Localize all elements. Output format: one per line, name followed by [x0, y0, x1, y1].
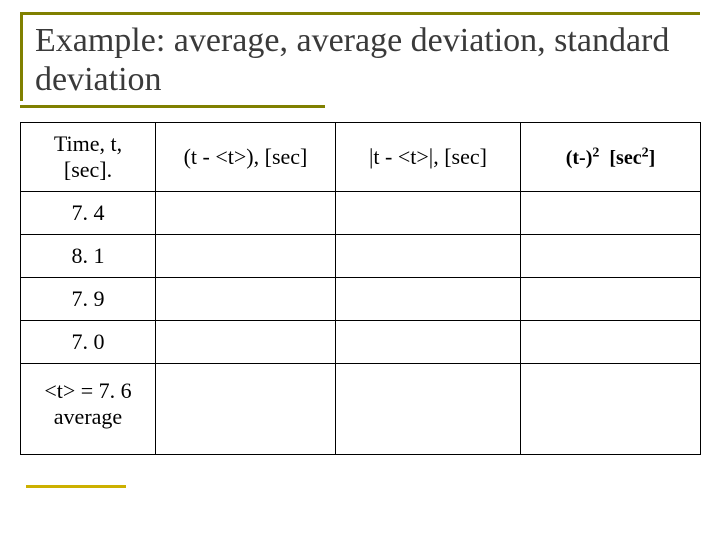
cell-empty	[336, 364, 521, 455]
title-underline	[20, 105, 325, 108]
cell-time: 7. 4	[21, 192, 156, 235]
table-row: 7. 9	[21, 278, 701, 321]
col-header-abs-deviation: |t - <t>|, [sec]	[336, 123, 521, 192]
table-footer-row: <t> = 7. 6 average	[21, 364, 701, 455]
cell-empty	[156, 364, 336, 455]
cell-time: 8. 1	[21, 235, 156, 278]
cell-sqdev	[521, 321, 701, 364]
slide-title: Example: average, average deviation, sta…	[35, 21, 700, 99]
title-box: Example: average, average deviation, sta…	[20, 12, 700, 101]
cell-average: <t> = 7. 6 average	[21, 364, 156, 455]
cell-absdev	[336, 321, 521, 364]
accent-bar	[26, 485, 126, 488]
slide: Example: average, average deviation, sta…	[0, 0, 720, 540]
col-header-time: Time, t, [sec].	[21, 123, 156, 192]
table-row: 7. 0	[21, 321, 701, 364]
cell-dev	[156, 278, 336, 321]
col-header-sq-deviation-label: (t-)2 [sec2]	[566, 147, 656, 169]
cell-empty	[521, 364, 701, 455]
data-table: Time, t, [sec]. (t - <t>), [sec] |t - <t…	[20, 122, 701, 455]
table-row: 8. 1	[21, 235, 701, 278]
cell-sqdev	[521, 235, 701, 278]
col-header-deviation: (t - <t>), [sec]	[156, 123, 336, 192]
cell-absdev	[336, 192, 521, 235]
cell-dev	[156, 192, 336, 235]
cell-dev	[156, 321, 336, 364]
cell-sqdev	[521, 192, 701, 235]
cell-time: 7. 0	[21, 321, 156, 364]
cell-sqdev	[521, 278, 701, 321]
cell-absdev	[336, 235, 521, 278]
cell-absdev	[336, 278, 521, 321]
table-row: 7. 4	[21, 192, 701, 235]
table-header-row: Time, t, [sec]. (t - <t>), [sec] |t - <t…	[21, 123, 701, 192]
col-header-sq-deviation: (t-)2 [sec2]	[521, 123, 701, 192]
cell-time: 7. 9	[21, 278, 156, 321]
cell-dev	[156, 235, 336, 278]
